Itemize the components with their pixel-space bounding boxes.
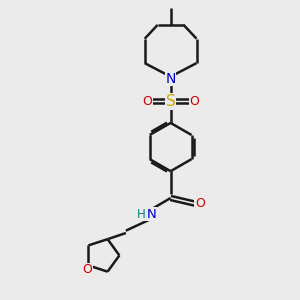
Text: S: S [166, 94, 176, 109]
Text: O: O [195, 197, 205, 210]
Text: H: H [137, 208, 146, 221]
Text: O: O [142, 95, 152, 108]
Text: N: N [147, 208, 157, 221]
Text: O: O [82, 263, 92, 276]
Text: N: N [165, 72, 176, 86]
Text: O: O [189, 95, 199, 108]
